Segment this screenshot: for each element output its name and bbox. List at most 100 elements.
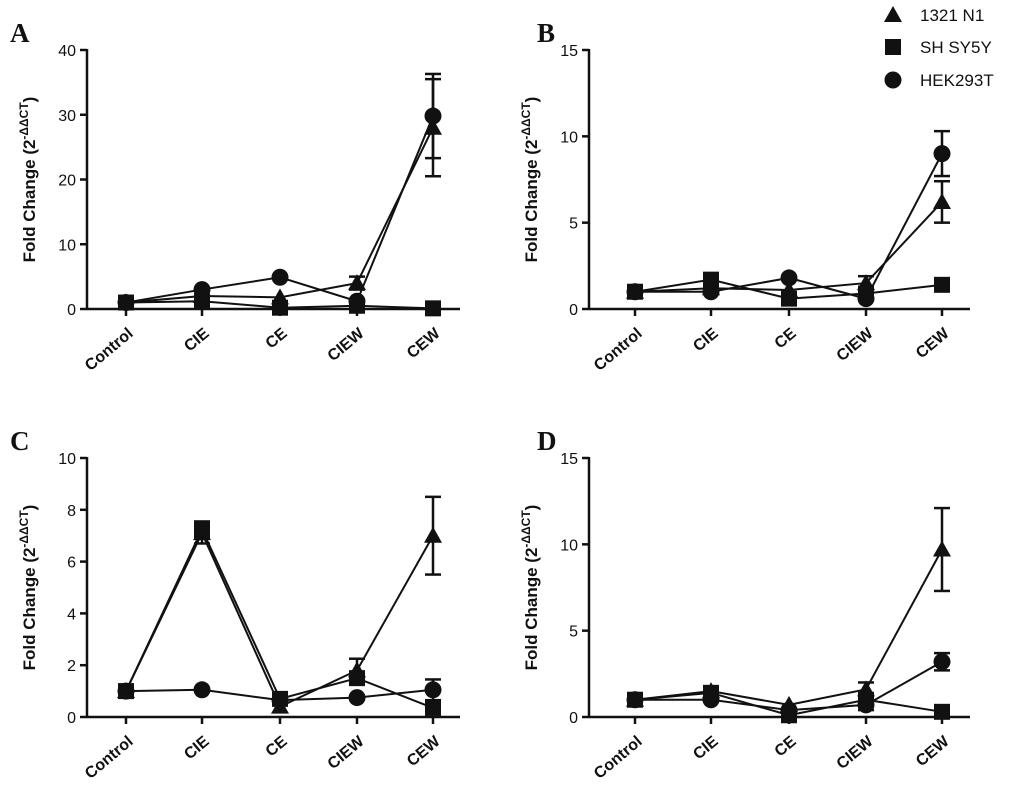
y-tick-label: 0 <box>67 302 76 319</box>
circle-marker <box>193 281 211 299</box>
square-marker <box>781 290 797 307</box>
circle-marker <box>702 691 720 709</box>
x-tick-label: CE <box>263 733 291 761</box>
legend-circle-marker <box>884 71 902 89</box>
y-axis-label-close: ) <box>20 505 39 511</box>
y-tick-label: 4 <box>67 606 76 623</box>
square-marker <box>349 670 365 687</box>
x-tick-label: CEW <box>404 732 444 770</box>
x-tick-label: CIEW <box>834 324 878 364</box>
y-axis-label-text: Fold Change (2 <box>20 548 39 671</box>
x-tick-label: CIE <box>690 325 722 355</box>
circle-marker <box>424 681 442 699</box>
x-tick-label: CIEW <box>325 324 369 364</box>
y-tick-label: 15 <box>560 451 578 468</box>
square-marker <box>934 703 950 720</box>
panel-b: B 0 5 10 15 Control CIE CE CIEW CEW Fold Change (2… <box>519 18 970 375</box>
y-axis-label-close: ) <box>20 97 39 103</box>
x-tick-label: CIE <box>690 733 722 763</box>
square-marker <box>425 300 441 317</box>
panel-a: A 0 10 20 30 40 Control CIE CE CIEW CEW Fold Change… <box>10 18 460 375</box>
y-tick-label: 10 <box>560 537 578 554</box>
legend-label: 1321 N1 <box>920 6 984 25</box>
circle-marker <box>117 294 135 312</box>
circle-marker <box>271 268 289 286</box>
y-axis-label-close: ) <box>522 97 541 103</box>
y-axis-label: Fold Change (2-ΔΔCT) <box>17 97 39 263</box>
x-tick-label: Control <box>591 325 645 375</box>
series-line <box>125 530 434 708</box>
y-tick-label: 8 <box>67 503 76 520</box>
circle-marker <box>193 681 211 699</box>
square-marker <box>194 293 210 310</box>
series-hek293t <box>626 129 951 308</box>
legend-square-marker <box>885 39 901 55</box>
circle-marker <box>857 696 875 714</box>
x-tick-label: CIE <box>181 325 213 355</box>
y-tick-label: 30 <box>58 108 76 125</box>
circle-marker <box>933 653 951 671</box>
x-tick-label: Control <box>82 733 136 783</box>
y-tick-label: 0 <box>569 302 578 319</box>
y-tick-label: 0 <box>67 710 76 727</box>
y-axis-label: Fold Change (2-ΔΔCT) <box>519 97 541 263</box>
y-axis-label-text: Fold Change (2 <box>522 548 541 671</box>
square-marker <box>194 521 210 538</box>
x-tick-label: CIEW <box>325 732 369 772</box>
square-marker <box>934 276 950 293</box>
legend-label: HEK293T <box>920 71 994 90</box>
legend-item-1321n1: 1321 N1 <box>884 6 984 25</box>
legend-triangle-marker <box>884 6 902 22</box>
circle-marker <box>626 283 644 301</box>
triangle-marker <box>933 192 951 209</box>
series-line <box>634 549 943 706</box>
panel-letter: A <box>10 18 30 48</box>
legend-label: SH SY5Y <box>920 38 992 57</box>
y-axis-label-superscript: -ΔΔCT <box>17 510 31 548</box>
x-tick-label: CEW <box>913 324 953 362</box>
circle-marker <box>348 292 366 310</box>
x-tick-label: CE <box>772 325 800 353</box>
x-tick-label: CE <box>263 325 291 353</box>
y-tick-label: 10 <box>58 237 76 254</box>
legend-item-hek293t: HEK293T <box>884 71 994 90</box>
triangle-marker <box>933 540 951 557</box>
y-tick-label: 20 <box>58 173 76 190</box>
series-hek293t <box>626 651 951 719</box>
x-tick-label: Control <box>591 733 645 783</box>
y-tick-label: 2 <box>67 658 76 675</box>
x-tick-label: Control <box>82 325 136 375</box>
square-marker <box>425 699 441 716</box>
x-tick-label: CEW <box>913 732 953 770</box>
panel-d: D 0 5 10 15 Control CIE CE CIEW CEW Fold Change (2… <box>519 426 970 783</box>
circle-marker <box>857 290 875 308</box>
x-tick-label: CE <box>772 733 800 761</box>
y-axis-label-text: Fold Change (2 <box>20 140 39 263</box>
series-1321n1 <box>626 506 951 712</box>
circle-marker <box>271 691 289 709</box>
circle-marker <box>780 701 798 719</box>
series-hek293t <box>117 72 442 312</box>
y-axis-label-text: Fold Change (2 <box>522 140 541 263</box>
legend: 1321 N1 SH SY5Y HEK293T <box>884 6 994 90</box>
y-axis-label-superscript: -ΔΔCT <box>519 102 533 140</box>
series-hek293t <box>117 678 442 709</box>
x-tick-label: CIE <box>181 733 213 763</box>
panel-letter: D <box>537 426 557 456</box>
y-axis-label-close: ) <box>522 505 541 511</box>
x-tick-label: CEW <box>404 324 444 362</box>
circle-marker <box>780 269 798 287</box>
series-shsy5y <box>118 520 441 716</box>
triangle-marker <box>348 274 366 291</box>
y-tick-label: 0 <box>569 710 578 727</box>
circle-marker <box>424 107 442 125</box>
circle-marker <box>348 689 366 707</box>
y-tick-label: 10 <box>58 451 76 468</box>
y-tick-label: 6 <box>67 555 76 572</box>
y-tick-label: 5 <box>569 624 578 641</box>
triangle-marker <box>424 526 442 543</box>
y-tick-label: 10 <box>560 129 578 146</box>
circle-marker <box>117 682 135 700</box>
panel-letter: C <box>10 426 30 456</box>
